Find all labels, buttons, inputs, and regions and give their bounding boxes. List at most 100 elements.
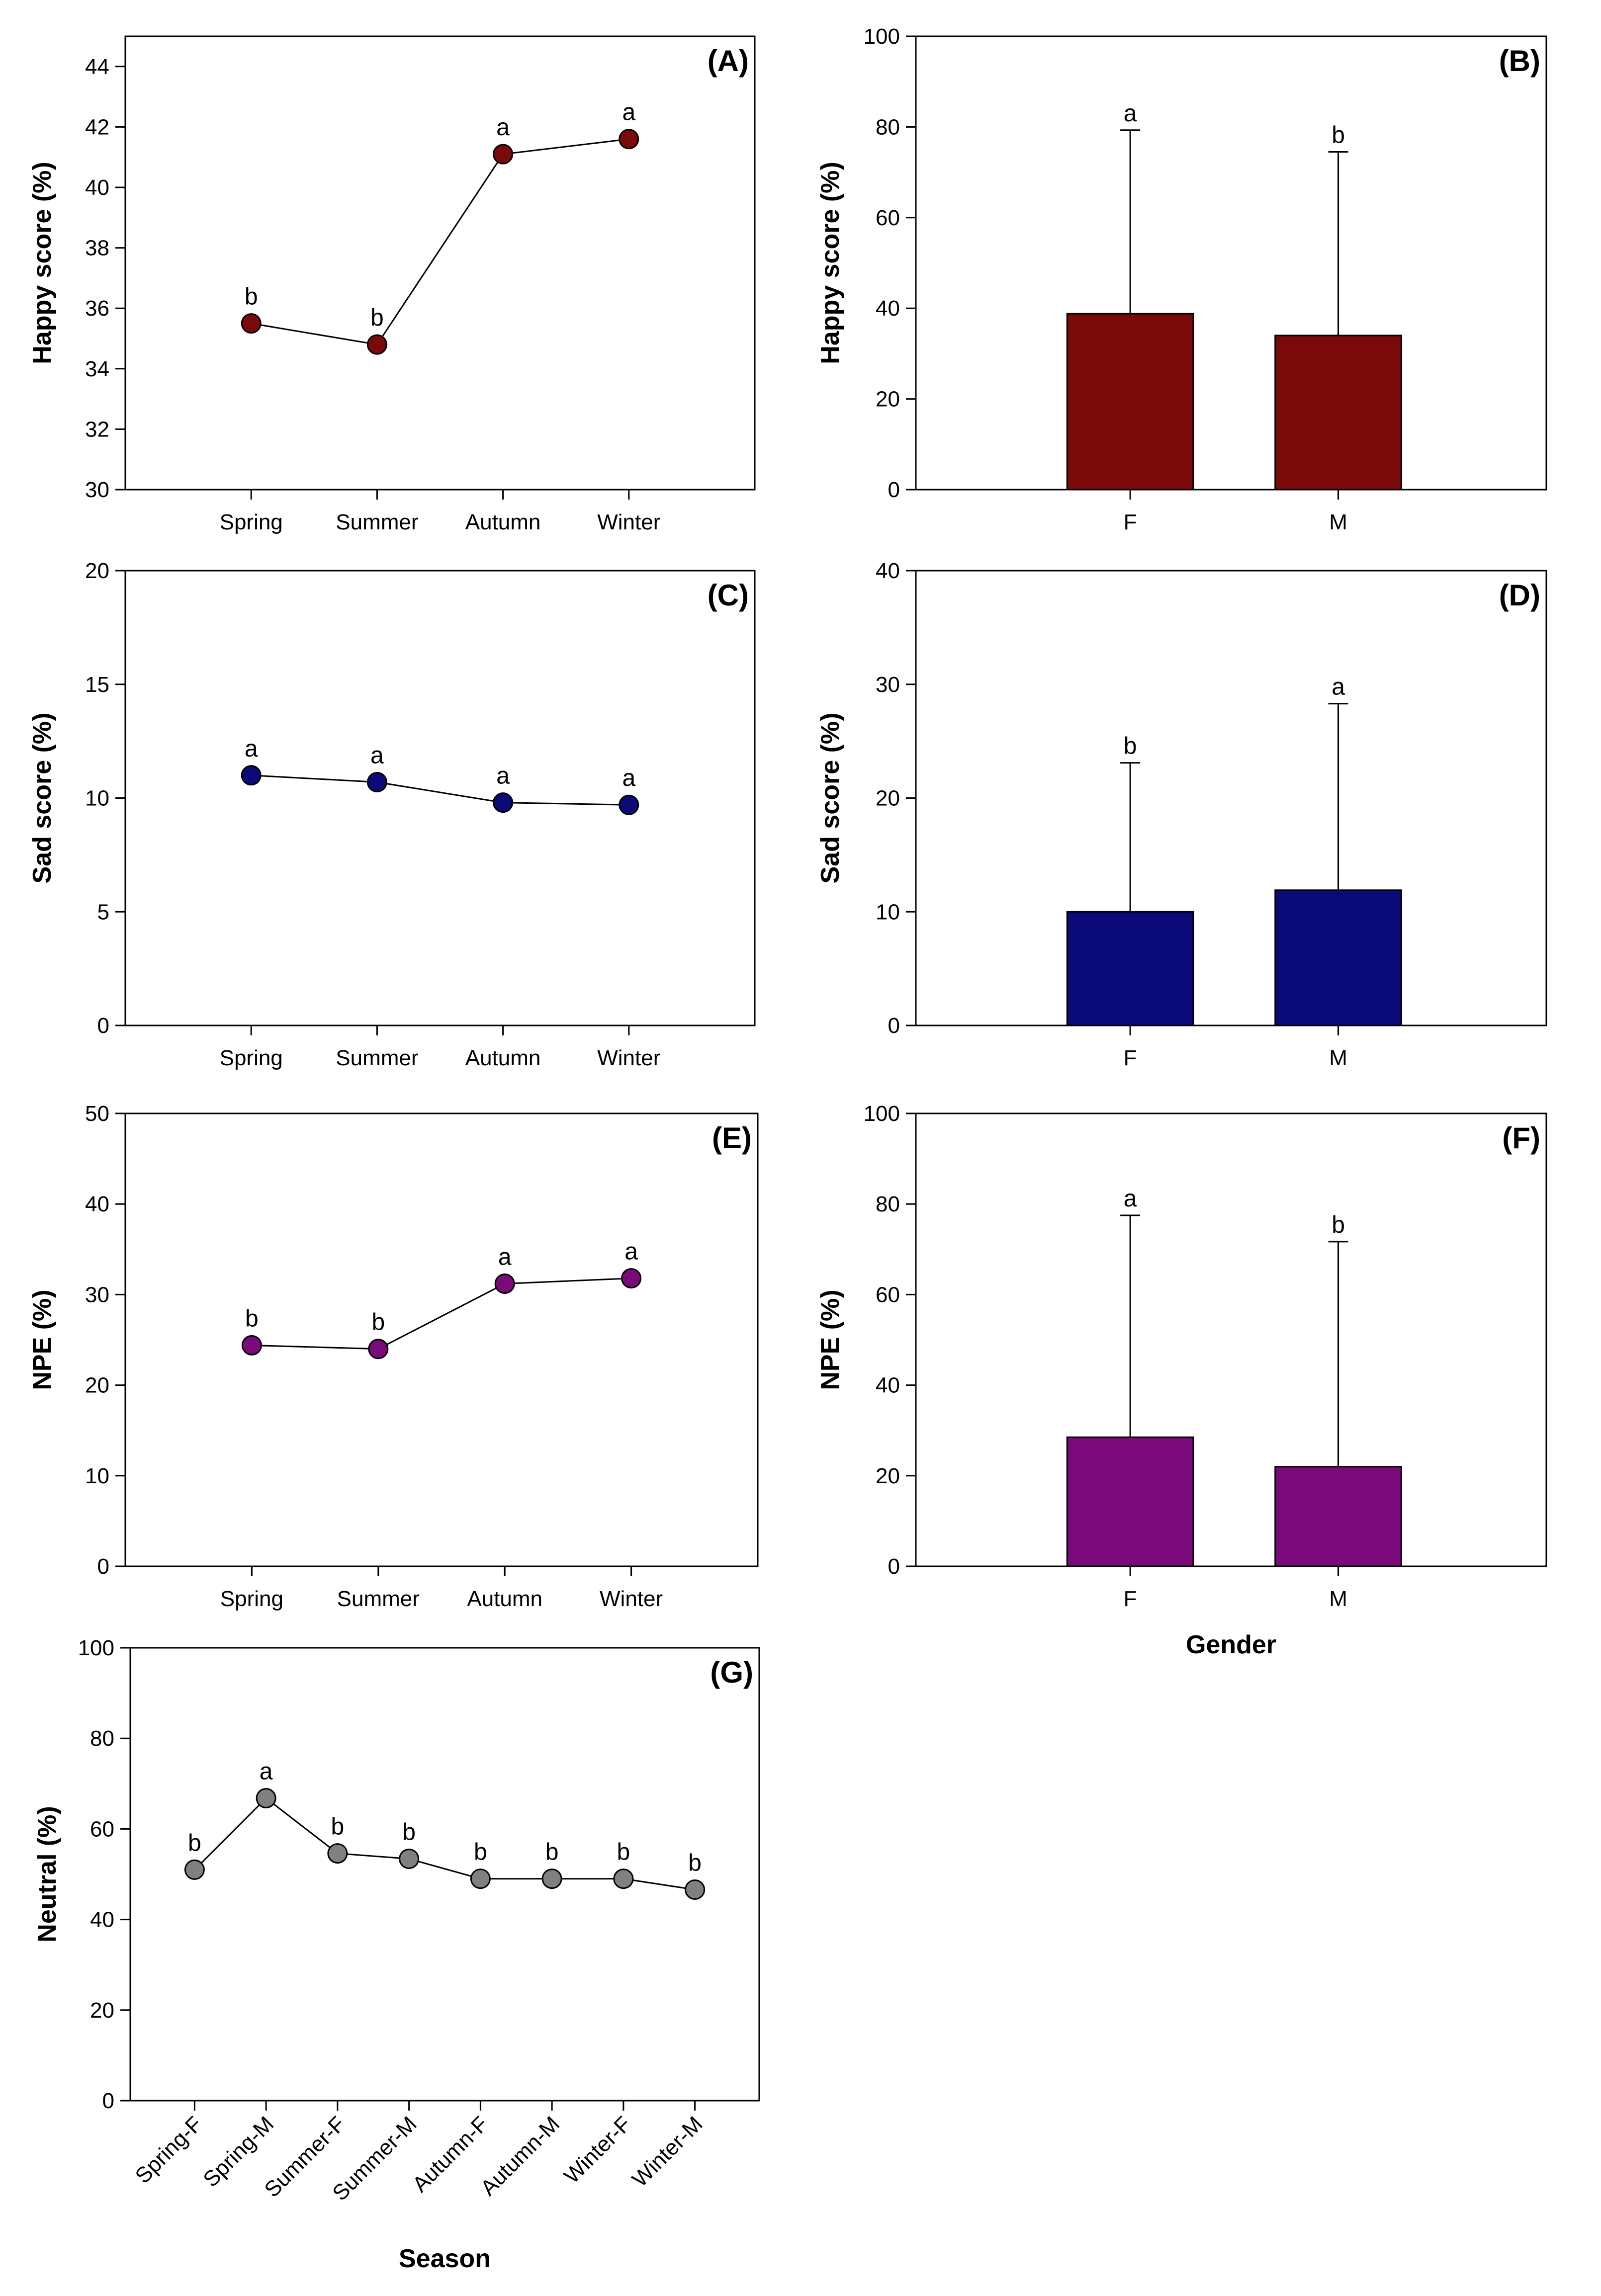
panel-label: (D)	[1499, 579, 1540, 612]
data-point	[241, 765, 262, 786]
y-tick-label: 0	[888, 478, 900, 502]
plot-frame	[915, 570, 1547, 1026]
y-tick-label: 20	[876, 387, 900, 412]
y-tick-label: 44	[85, 55, 109, 79]
panel-f: 0 20 40 60 80 100 NPE (%) (F) F M Gender a b	[816, 1102, 1547, 1659]
panel-label: (F)	[1502, 1121, 1540, 1155]
y-tick-label: 15	[85, 673, 109, 697]
x-tick-label: Summer	[336, 1046, 418, 1070]
y-tick-label: 20	[85, 1373, 109, 1398]
x-tick-label: Spring	[220, 1587, 283, 1611]
y-tick-label: 10	[85, 1464, 109, 1488]
y-tick-label: 40	[876, 1373, 900, 1398]
data-point	[685, 1879, 706, 1900]
data-point	[470, 1869, 491, 1889]
significance-label: b	[371, 1309, 385, 1336]
plot-frame	[915, 35, 1547, 491]
plot-frame	[124, 570, 756, 1026]
series-line	[251, 138, 629, 345]
significance-label: b	[1124, 733, 1137, 760]
bar	[1274, 335, 1402, 491]
data-point	[368, 1339, 389, 1360]
significance-label: b	[245, 1305, 259, 1332]
significance-label: a	[1332, 674, 1345, 700]
x-tick-label: Summer	[336, 510, 418, 534]
x-tick-label: Autumn	[465, 510, 541, 534]
x-tick-label: F	[1124, 1046, 1137, 1070]
y-tick-label: 10	[876, 900, 900, 924]
bar	[1066, 1436, 1194, 1567]
x-tick-label: F	[1124, 510, 1137, 534]
x-tick-label: Winter	[597, 1046, 660, 1070]
x-tick-label: F	[1124, 1587, 1137, 1611]
significance-label: a	[496, 763, 510, 789]
y-tick-label: 32	[85, 417, 109, 441]
x-tick-label: Spring-F	[130, 2112, 207, 2188]
x-tick-label: Summer	[337, 1587, 420, 1611]
y-tick-label: 80	[876, 1192, 900, 1216]
y-tick-label: 0	[97, 1014, 109, 1038]
y-tick-label: 30	[85, 478, 109, 502]
data-point	[613, 1869, 634, 1889]
significance-label: b	[370, 305, 384, 331]
significance-label: b	[245, 284, 258, 310]
x-axis-title: Gender	[1186, 1630, 1276, 1659]
plot-frame	[124, 1112, 759, 1567]
data-point	[366, 771, 387, 792]
data-point	[241, 313, 262, 334]
data-point	[494, 1274, 515, 1294]
x-tick-label: Winter	[600, 1587, 663, 1611]
panel-label: (B)	[1499, 44, 1540, 78]
significance-label: a	[1124, 100, 1137, 127]
y-tick-label: 0	[888, 1554, 900, 1579]
bar	[1274, 889, 1402, 1026]
y-tick-label: 0	[888, 1014, 900, 1038]
y-tick-label: 34	[85, 357, 109, 381]
significance-label: a	[370, 742, 384, 768]
data-point	[619, 129, 639, 150]
panel-label: (G)	[710, 1656, 753, 1689]
x-tick-label: Autumn	[467, 1587, 542, 1611]
y-tick-label: 30	[85, 1282, 109, 1307]
significance-label: b	[1332, 122, 1345, 149]
x-tick-label: Winter-F	[559, 2112, 636, 2188]
plot-frame	[915, 1112, 1547, 1567]
y-axis-title: NPE (%)	[28, 1289, 57, 1390]
panel-a: 30 32 34 36 38 40 42 44 Happy score (%) (A) Spring…	[28, 35, 756, 534]
plot-frame	[124, 35, 756, 491]
y-tick-label: 50	[85, 1102, 109, 1126]
y-tick-label: 40	[876, 559, 900, 583]
x-tick-label: Autumn-M	[476, 2112, 564, 2200]
significance-label: b	[1332, 1212, 1345, 1238]
series-line	[251, 774, 629, 806]
y-tick-label: 60	[90, 1817, 114, 1841]
data-point	[366, 334, 387, 355]
y-tick-label: 30	[876, 673, 900, 697]
data-point	[493, 144, 514, 165]
significance-label: b	[617, 1839, 630, 1866]
data-point	[184, 1859, 205, 1880]
significance-label: a	[1124, 1186, 1137, 1212]
bar	[1066, 911, 1194, 1026]
data-point	[256, 1787, 276, 1808]
data-point	[619, 794, 639, 815]
x-tick-label: Spring	[220, 1046, 283, 1070]
significance-label: a	[622, 99, 635, 126]
y-tick-label: 60	[876, 206, 900, 230]
x-tick-label: Winter-M	[627, 2112, 708, 2192]
x-axis-title: Season	[399, 2244, 491, 2273]
y-tick-label: 0	[102, 2089, 114, 2113]
panel-b: 0 20 40 60 80 100 Happy score (%) (B) F Ma b	[816, 24, 1547, 534]
panel-e: 0 10 20 30 40 50 NPE (%) (E) Spring Summer Autumn W…	[28, 1102, 759, 1611]
significance-label: b	[688, 1850, 702, 1876]
y-tick-label: 20	[876, 786, 900, 811]
panel-label: (C)	[708, 579, 749, 612]
y-axis-title: Happy score (%)	[28, 162, 57, 364]
y-tick-label: 80	[90, 1726, 114, 1751]
y-tick-label: 0	[97, 1554, 109, 1579]
significance-label: b	[474, 1839, 487, 1866]
significance-label: b	[402, 1819, 416, 1846]
y-tick-label: 100	[78, 1636, 114, 1660]
